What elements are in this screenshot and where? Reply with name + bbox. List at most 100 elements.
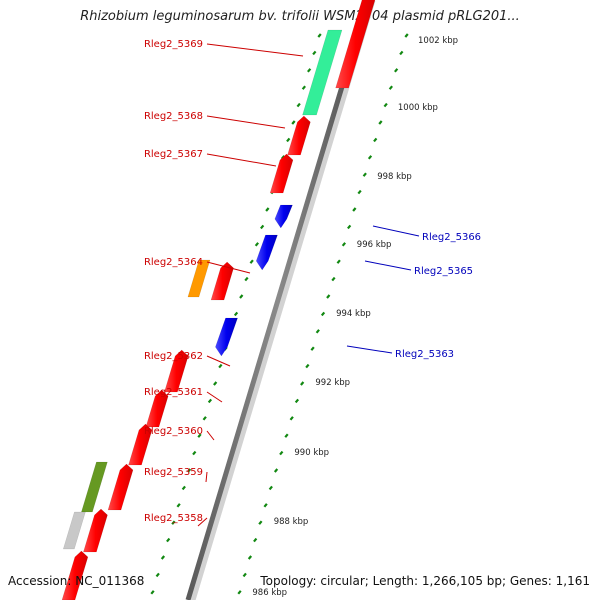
kbp-label: 994 kbp <box>336 309 371 319</box>
ruler-tick <box>352 207 357 212</box>
leader-line <box>206 115 286 129</box>
feature-highlight-orange <box>187 259 211 298</box>
kbp-label: 988 kbp <box>274 517 309 527</box>
ruler-tick <box>347 224 352 230</box>
ruler-tick <box>331 276 336 282</box>
ruler-tick <box>289 416 294 421</box>
gene-label-forward: Rleg2_5364 <box>144 257 203 268</box>
ruler-tick <box>171 520 176 525</box>
leader-line <box>205 471 208 483</box>
ruler-tick <box>284 433 289 438</box>
kbp-label: 986 kbp <box>252 588 287 598</box>
gene-label-reverse: Rleg2_5366 <box>422 232 481 243</box>
kbp-label: 992 kbp <box>315 378 350 388</box>
ruler-tick <box>247 555 253 560</box>
map-title: Rhizobium leguminosarum bv. trifolii WSM… <box>80 9 520 24</box>
ruler-tick <box>155 572 160 578</box>
gene-label-reverse: Rleg2_5363 <box>395 349 454 360</box>
leader-line <box>206 261 251 274</box>
ruler-tick <box>326 294 331 299</box>
ruler-tick <box>202 416 207 421</box>
ruler-tick <box>176 503 181 508</box>
forward-gene <box>164 349 189 393</box>
ruler-tick <box>213 381 218 386</box>
gene-label-reverse: Rleg2_5365 <box>414 266 473 277</box>
forward-gene <box>107 463 134 511</box>
ruler-tick <box>254 242 260 247</box>
leader-line <box>206 153 277 167</box>
ruler-tick <box>378 120 383 125</box>
topology-text: Topology: circular; Length: 1,266,105 bp… <box>260 574 590 588</box>
ruler-tick <box>253 537 258 543</box>
feature-highlight-olive <box>81 461 108 513</box>
reverse-gene <box>215 317 238 357</box>
ruler-tick <box>367 155 373 160</box>
ruler-tick <box>305 363 310 369</box>
backbone-line <box>185 0 371 600</box>
ruler-tick <box>294 398 300 404</box>
ruler-tick <box>150 590 155 595</box>
ruler-tick <box>399 50 404 56</box>
feature-track <box>62 29 343 550</box>
forward-gene <box>335 0 376 89</box>
ruler-tick <box>315 329 320 334</box>
ruler-tick <box>312 50 317 56</box>
ruler-tick <box>373 137 378 143</box>
gene-label-forward: Rleg2_5358 <box>144 513 203 524</box>
ruler-tick <box>263 503 268 508</box>
leader-line <box>206 355 231 367</box>
ruler-tick <box>192 450 197 456</box>
ruler-tick <box>341 242 347 247</box>
ruler-tick <box>394 68 399 73</box>
leader-line <box>372 225 420 237</box>
kbp-label: 990 kbp <box>294 448 329 458</box>
ruler-tick <box>317 33 322 38</box>
ruler-tick <box>218 363 223 369</box>
kbp-label: 996 kbp <box>357 240 392 250</box>
ruler-tick <box>197 433 202 438</box>
leader-line <box>206 391 223 403</box>
ruler-tick <box>186 468 192 473</box>
ruler-tick <box>388 85 393 90</box>
kbp-label: 1000 kbp <box>398 103 438 113</box>
ruler-tick <box>268 485 273 491</box>
ruler-tick <box>279 450 284 456</box>
feature-highlight-green <box>302 29 343 116</box>
forward-gene <box>128 423 153 466</box>
ruler-tick <box>265 207 270 212</box>
gene-label-forward: Rleg2_5360 <box>144 426 203 437</box>
ruler-tick <box>336 259 341 264</box>
kbp-label: 998 kbp <box>377 172 412 182</box>
feature-highlight-grey <box>62 511 86 550</box>
ruler-tick <box>307 68 312 73</box>
ruler-tick <box>249 259 254 264</box>
forward-gene <box>61 550 89 600</box>
ruler-tick <box>310 346 315 351</box>
gene-labels: Rleg2_5369 Rleg2_5368 Rleg2_5367 Rleg2_5364… <box>144 39 481 527</box>
plasmid-backbone <box>185 0 376 600</box>
ruler-tick <box>273 468 279 473</box>
ruler-tick <box>260 224 265 230</box>
ruler-tick <box>320 311 326 317</box>
ruler-tick <box>244 276 249 282</box>
ruler-tick <box>242 572 247 578</box>
gene-label-forward: Rleg2_5359 <box>144 467 203 478</box>
ruler-tick <box>362 172 367 177</box>
gene-label-forward: Rleg2_5367 <box>144 149 203 160</box>
forward-gene <box>145 389 169 428</box>
gene-label-forward: Rleg2_5361 <box>144 387 203 398</box>
reverse-gene <box>274 204 293 229</box>
accession-text: Accession: NC_011368 <box>8 574 145 588</box>
ruler-tick <box>404 33 409 38</box>
ruler-tick <box>207 398 213 404</box>
backbone-highlight <box>188 0 376 600</box>
forward-gene <box>83 508 108 553</box>
ruler-tick <box>286 137 291 143</box>
forward-gene <box>287 115 311 156</box>
reverse-gene <box>255 234 278 271</box>
ruler-tick <box>233 311 239 317</box>
kbp-ruler: 1002 kbp 1000 kbp 998 kbp 996 kbp 994 kbp 992… <box>150 33 458 598</box>
leader-line <box>346 345 393 354</box>
